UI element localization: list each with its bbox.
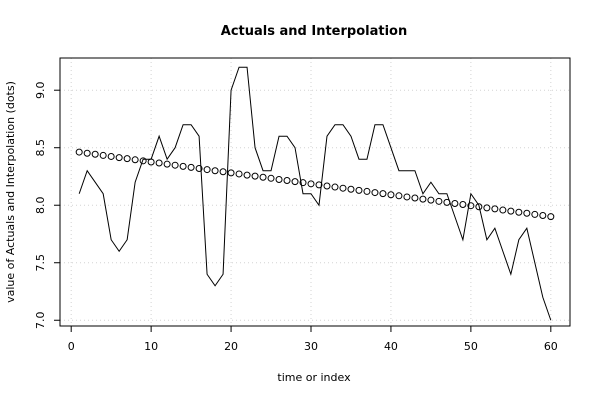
interpolation-point xyxy=(371,189,379,197)
interpolation-point xyxy=(251,172,259,180)
interpolation-point xyxy=(243,171,251,179)
interpolation-point xyxy=(355,186,363,194)
x-tick-label: 10 xyxy=(144,340,158,353)
interpolation-point xyxy=(131,156,139,164)
interpolation-point xyxy=(219,168,227,176)
interpolation-point xyxy=(459,201,467,209)
interpolation-point xyxy=(139,157,147,165)
x-axis-label: time or index xyxy=(277,371,351,384)
plot-area-border xyxy=(59,57,571,327)
interpolation-point xyxy=(195,165,203,173)
interpolation-point xyxy=(259,173,267,181)
interpolation-point xyxy=(83,149,91,157)
interpolation-point xyxy=(99,151,107,159)
interpolation-point xyxy=(507,207,515,215)
interpolation-point xyxy=(235,170,243,178)
grid xyxy=(60,58,570,326)
interpolation-point xyxy=(123,155,131,163)
x-tick-label: 30 xyxy=(304,340,318,353)
series-group xyxy=(75,66,555,321)
interpolation-point xyxy=(547,213,555,221)
interpolation-point xyxy=(267,174,275,182)
interpolation-point xyxy=(155,159,163,167)
y-tick-label: 7.5 xyxy=(34,254,47,272)
interpolation-point xyxy=(363,187,371,195)
x-tick-label: 20 xyxy=(224,340,238,353)
interpolation-point xyxy=(147,158,155,166)
interpolation-point xyxy=(403,193,411,201)
interpolation-point xyxy=(331,183,339,191)
interpolation-point xyxy=(531,210,539,218)
interpolation-point xyxy=(91,150,99,158)
interpolation-point xyxy=(323,182,331,190)
interpolation-point xyxy=(515,208,523,216)
interpolation-point xyxy=(523,209,531,217)
x-tick-label: 50 xyxy=(464,340,478,353)
interpolation-point xyxy=(539,211,547,219)
interpolation-point xyxy=(419,195,427,203)
interpolation-point xyxy=(499,206,507,214)
interpolation-point xyxy=(203,166,211,174)
actuals-line xyxy=(78,66,552,321)
interpolation-point xyxy=(275,175,283,183)
interpolation-point xyxy=(387,191,395,199)
x-axis: 0 10 20 30 40 50 60 xyxy=(68,325,558,353)
interpolation-point xyxy=(443,198,451,206)
interpolation-point xyxy=(347,185,355,193)
interpolation-point xyxy=(483,204,491,212)
interpolation-point xyxy=(339,184,347,192)
interpolation-point xyxy=(227,169,235,177)
x-tick-label: 40 xyxy=(384,340,398,353)
y-axis-label: value of Actuals and Interpolation (dots… xyxy=(4,81,17,303)
interpolation-point xyxy=(451,200,459,208)
interpolation-point xyxy=(467,202,475,210)
interpolation-point xyxy=(115,154,123,162)
interpolation-point xyxy=(315,181,323,189)
interpolation-point xyxy=(291,178,299,186)
interpolation-point xyxy=(395,192,403,200)
chart-title: Actuals and Interpolation xyxy=(221,24,407,39)
interpolation-point xyxy=(187,163,195,171)
interpolation-point xyxy=(163,160,171,168)
interpolation-point xyxy=(491,205,499,213)
y-tick-label: 9.0 xyxy=(34,81,47,99)
x-tick-label: 60 xyxy=(544,340,558,353)
interpolation-point xyxy=(171,161,179,169)
interpolation-point xyxy=(379,190,387,198)
interpolation-point xyxy=(435,197,443,205)
interpolation-point xyxy=(179,162,187,170)
interpolation-point xyxy=(427,196,435,204)
interpolation-point xyxy=(299,179,307,187)
interpolation-point xyxy=(307,180,315,188)
interpolation-point xyxy=(411,194,419,202)
interpolation-point xyxy=(475,203,483,211)
x-tick-label: 0 xyxy=(68,340,75,353)
y-tick-label: 8.0 xyxy=(34,196,47,214)
y-axis: 7.0 7.5 8.0 8.5 9.0 xyxy=(34,81,61,329)
interpolation-point xyxy=(283,176,291,184)
interpolation-point xyxy=(107,152,115,160)
interpolation-point xyxy=(75,148,83,156)
interpolation-point xyxy=(211,167,219,175)
y-tick-label: 7.0 xyxy=(34,311,47,329)
y-tick-label: 8.5 xyxy=(34,139,47,157)
